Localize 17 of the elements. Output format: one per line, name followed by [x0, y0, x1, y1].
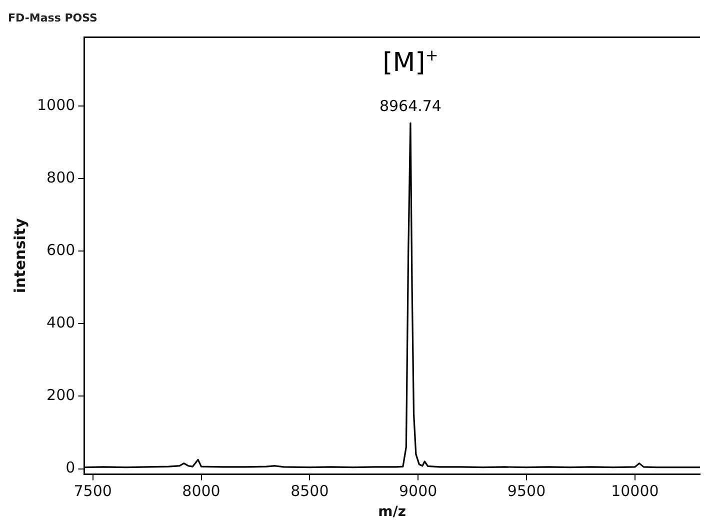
x-tick-label: 7500 — [74, 482, 112, 500]
x-tick-label: 9000 — [399, 482, 438, 500]
x-tick-label: 8500 — [290, 482, 329, 500]
x-tick-label: 9500 — [507, 482, 546, 500]
y-axis-title: intensity — [10, 218, 29, 294]
y-tick-label: 200 — [46, 386, 76, 404]
chart-title: FD-Mass POSS — [8, 11, 98, 24]
annotation: [M]+ — [382, 46, 438, 78]
y-tick-label: 1000 — [36, 96, 76, 114]
annotation: 8964.74 — [379, 97, 442, 116]
x-axis-title: m/z — [378, 504, 406, 520]
y-tick-label: 0 — [66, 458, 76, 477]
y-tick-label: 400 — [46, 314, 76, 332]
x-tick-label: 8000 — [182, 482, 220, 500]
y-tick-label: 600 — [46, 241, 76, 260]
y-tick-label: 800 — [46, 168, 76, 187]
x-tick-label: 10000 — [611, 482, 659, 500]
